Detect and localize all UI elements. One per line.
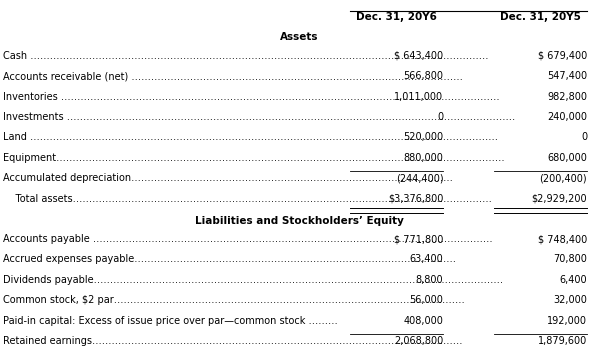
Text: $ 748,400: $ 748,400 [538,234,587,244]
Text: 6,400: 6,400 [559,275,587,285]
Text: 70,800: 70,800 [553,254,587,264]
Text: 0: 0 [437,112,443,122]
Text: $2,929,200: $2,929,200 [531,194,587,203]
Text: (244,400): (244,400) [395,173,443,183]
Text: 408,000: 408,000 [403,316,443,326]
Text: 680,000: 680,000 [547,153,587,163]
Text: $3,376,800: $3,376,800 [388,194,443,203]
Text: 982,800: 982,800 [547,92,587,101]
Text: Paid-in capital: Excess of issue price over par—common stock ………: Paid-in capital: Excess of issue price o… [3,316,338,326]
Text: Assets: Assets [280,32,319,42]
Text: 1,011,000: 1,011,000 [394,92,443,101]
Text: Retained earnings……………………………………………………………………………………………………: Retained earnings……………………………………………………………… [3,336,462,346]
Text: $ 771,800: $ 771,800 [394,234,443,244]
Text: Common stock, $2 par………………………………………………………………………………………………: Common stock, $2 par……………………………………………………… [3,295,465,305]
Text: Equipment…………………………………………………………………………………………………………………………: Equipment…………………………………………………………………………………… [3,153,504,163]
Text: $ 643,400: $ 643,400 [394,51,443,61]
Text: 2,068,800: 2,068,800 [394,336,443,346]
Text: Cash ……………………………………………………………………………………………………………………………: Cash ……………………………………………………………………………………………… [3,51,489,61]
Text: Accumulated depreciation………………………………………………………………………………………: Accumulated depreciation…………………………………………… [3,173,453,183]
Text: Total assets…………………………………………………………………………………………………………………: Total assets…………………………………………………………………………… [3,194,492,203]
Text: Investments …………………………………………………………………………………………………………………………: Investments …………………………………………………………………………… [3,112,515,122]
Text: Dec. 31, 20Y6: Dec. 31, 20Y6 [356,12,437,22]
Text: Accrued expenses payable………………………………………………………………………………………: Accrued expenses payable…………………………………………… [3,254,456,264]
Text: 0: 0 [581,132,587,142]
Text: Dec. 31, 20Y5: Dec. 31, 20Y5 [500,12,581,22]
Text: 566,800: 566,800 [403,71,443,81]
Text: 240,000: 240,000 [547,112,587,122]
Text: Liabilities and Stockholders’ Equity: Liabilities and Stockholders’ Equity [195,216,404,226]
Text: Accounts payable ……………………………………………………………………………………………………………: Accounts payable ……………………………………………………………… [3,234,492,244]
Text: 32,000: 32,000 [553,295,587,305]
Text: 880,000: 880,000 [403,153,443,163]
Text: 520,000: 520,000 [403,132,443,142]
Text: (200,400): (200,400) [539,173,587,183]
Text: Inventories ………………………………………………………………………………………………………………………: Inventories …………………………………………………………………………… [3,92,500,101]
Text: 547,400: 547,400 [547,71,587,81]
Text: Dividends payable………………………………………………………………………………………………………………: Dividends payable……………………………………………………………… [3,275,503,285]
Text: Accounts receivable (net) …………………………………………………………………………………………: Accounts receivable (net) ……………………………………… [3,71,463,81]
Text: 1,879,600: 1,879,600 [538,336,587,346]
Text: $ 679,400: $ 679,400 [538,51,587,61]
Text: 192,000: 192,000 [547,316,587,326]
Text: 56,000: 56,000 [409,295,443,305]
Text: 63,400: 63,400 [410,254,443,264]
Text: Land ………………………………………………………………………………………………………………………………: Land ……………………………………………………………………………………………… [3,132,498,142]
Text: 8,800: 8,800 [416,275,443,285]
